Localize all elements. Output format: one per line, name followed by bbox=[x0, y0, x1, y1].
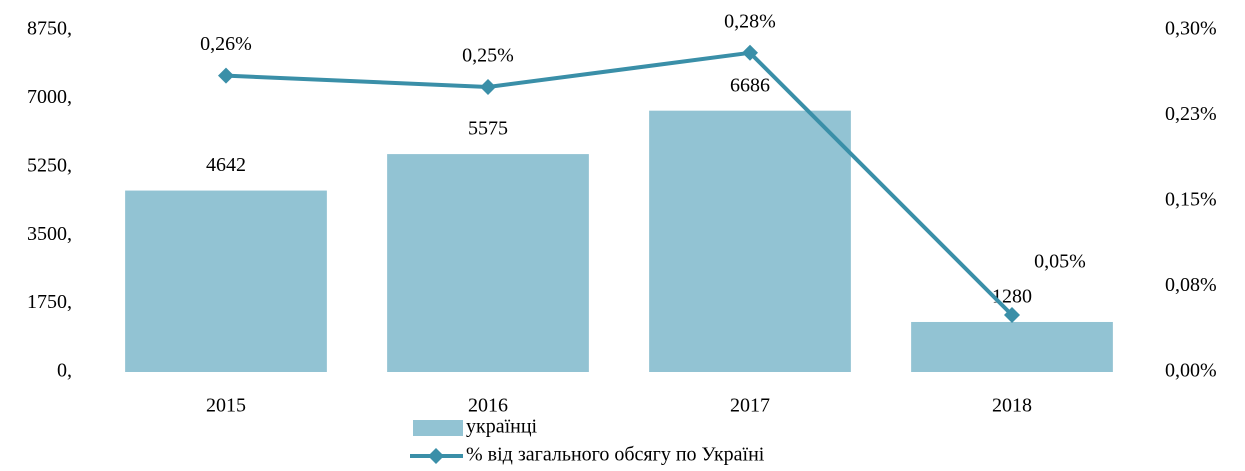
bar bbox=[125, 190, 327, 372]
legend-label: українці bbox=[466, 416, 538, 438]
y2-tick-label: 0,00% bbox=[1165, 360, 1217, 382]
y-tick-label: 5250, bbox=[27, 154, 72, 176]
bar-value-label: 6686 bbox=[730, 74, 770, 96]
y2-tick-label: 0,15% bbox=[1165, 189, 1217, 211]
line-marker bbox=[742, 44, 758, 61]
line-marker bbox=[480, 79, 496, 95]
line-marker bbox=[218, 67, 234, 84]
bar-value-label: 5575 bbox=[468, 118, 508, 140]
bar bbox=[387, 154, 589, 372]
x-tick-label: 2015 bbox=[206, 395, 246, 417]
y2-tick-label: 0,08% bbox=[1165, 274, 1217, 296]
x-tick-label: 2016 bbox=[468, 395, 508, 417]
y-tick-label: 8750, bbox=[27, 18, 72, 40]
y2-tick-label: 0,30% bbox=[1165, 18, 1217, 40]
bar-value-label: 4642 bbox=[206, 154, 246, 176]
y-tick-label: 1750, bbox=[27, 291, 72, 313]
bar bbox=[649, 110, 851, 372]
line-value-label: 0,25% bbox=[462, 45, 514, 67]
legend-marker bbox=[428, 448, 444, 464]
line-marker bbox=[1004, 307, 1020, 323]
y2-tick-label: 0,23% bbox=[1165, 103, 1217, 125]
bar bbox=[911, 321, 1113, 372]
y-tick-label: 7000, bbox=[27, 86, 72, 108]
line bbox=[225, 50, 1014, 317]
bar-value-label: 1280 bbox=[992, 286, 1032, 308]
line-value-label: 0,05% bbox=[1034, 251, 1086, 273]
legend-label: % від загального обсягу по Україні bbox=[466, 444, 765, 466]
line-value-label: 0,26% bbox=[200, 33, 252, 55]
x-tick-label: 2018 bbox=[992, 395, 1032, 417]
y-tick-label: 0, bbox=[57, 360, 72, 382]
y-tick-label: 3500, bbox=[27, 223, 72, 245]
line-value-label: 0,28% bbox=[724, 10, 776, 32]
x-tick-label: 2017 bbox=[730, 395, 770, 417]
legend-swatch bbox=[413, 420, 463, 436]
